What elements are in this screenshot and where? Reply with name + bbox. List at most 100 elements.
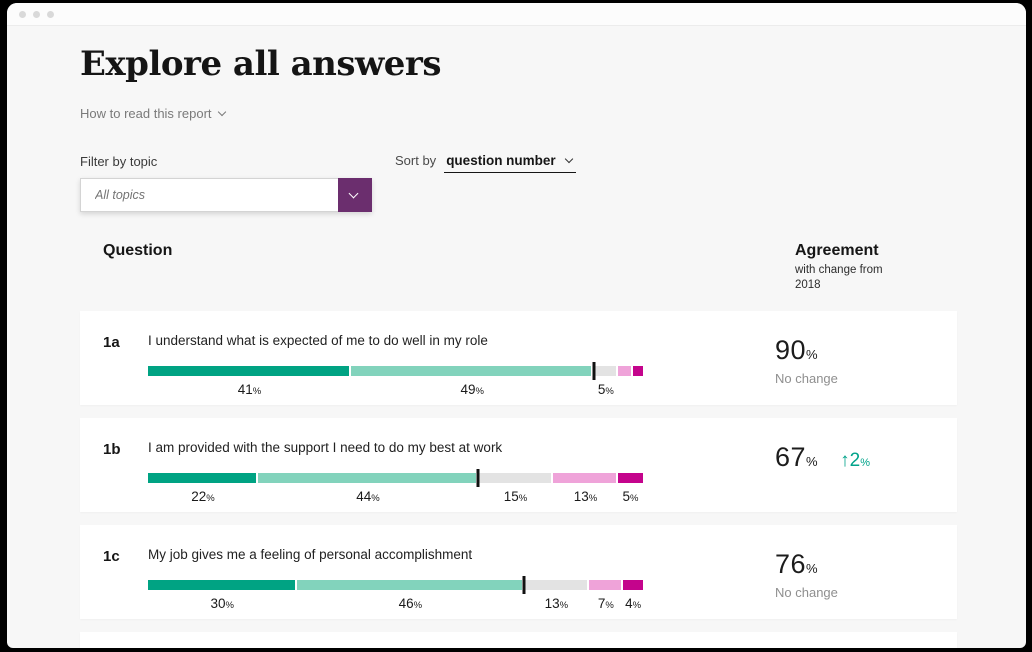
window-dot: [19, 10, 26, 18]
percent-sign: %: [206, 492, 215, 504]
question-number: 1c: [103, 547, 120, 565]
percent-sign: %: [413, 599, 423, 611]
segment-label-value: 41%: [237, 381, 262, 397]
question-main: My job gives me a feeling of personal ac…: [148, 547, 643, 619]
sort-by-label: Sort by: [395, 153, 437, 168]
question-row: 1c My job gives me a feeling of personal …: [80, 524, 957, 619]
segment-label-value: 15%: [503, 488, 528, 504]
bar-segment-magenta: [633, 365, 643, 376]
percent-sign: %: [605, 599, 614, 611]
bar-segment-gray_neutral: [524, 579, 589, 590]
segment-label-value: 13%: [544, 595, 569, 611]
segment-label: [633, 382, 643, 397]
change-indicator-none: No change: [775, 370, 838, 386]
agreement-line: 67% ↑2%: [775, 442, 937, 473]
question-list: 1a I understand what is expected of me to…: [80, 310, 957, 619]
segment-label-value: 5%: [597, 381, 614, 397]
how-to-read-toggle[interactable]: How to read this report: [80, 106, 226, 121]
segment-label-value: 7%: [597, 595, 614, 611]
segment-label: 22%: [148, 489, 258, 504]
bar-segment-teal_dark: [148, 472, 258, 483]
bar-segment-pink: [588, 579, 624, 590]
percent-sign: %: [806, 560, 819, 576]
agreement-cell: 76% No change: [775, 547, 937, 619]
bar-labels: 41% 49% 5%: [148, 382, 643, 397]
window-dot: [47, 10, 54, 18]
percent-sign: %: [252, 385, 262, 397]
sort-control: Sort by question number: [395, 153, 576, 173]
next-question-row-partial: [80, 631, 957, 648]
segment-label: 5%: [618, 489, 643, 504]
segment-label: 7%: [589, 596, 624, 611]
bar-segment-pink: [618, 365, 634, 376]
report-content: Explore all answers How to read this rep…: [7, 26, 1026, 648]
question-main: I am provided with the support I need to…: [148, 440, 643, 512]
bar-segment-teal_dark: [148, 365, 351, 376]
agreement-marker: [592, 361, 595, 380]
percent-sign: %: [371, 492, 380, 504]
browser-window: Explore all answers How to read this rep…: [7, 3, 1026, 648]
agreement-line: 76%: [775, 549, 937, 580]
topic-filter-combo: [80, 178, 372, 212]
segment-label: 5%: [593, 382, 618, 397]
segment-label: [618, 382, 633, 397]
question-main: I understand what is expected of me to d…: [148, 333, 643, 405]
agreement-column-subheader: with change from 2018: [795, 264, 883, 291]
bar-labels: 30% 46% 13% 7% 4%: [148, 596, 643, 611]
change-indicator-up: ↑2%: [840, 449, 870, 471]
response-bar: [148, 468, 643, 487]
segment-label-value: 30%: [210, 595, 234, 611]
change-indicator-none: No change: [775, 584, 838, 600]
agreement-value: 76%: [775, 548, 819, 579]
percent-sign: %: [605, 385, 614, 397]
percent-sign: %: [225, 599, 234, 611]
question-number: 1b: [103, 440, 121, 458]
table-header: Question Agreement with change from 2018: [80, 242, 957, 293]
agreement-marker: [522, 575, 526, 594]
percent-sign: %: [475, 385, 484, 397]
percent-sign: %: [559, 599, 569, 611]
segment-label: 46%: [297, 596, 525, 611]
agreement-cell: 67% ↑2%: [775, 440, 937, 512]
page-title: Explore all answers: [80, 44, 441, 84]
topic-filter-dropdown-button[interactable]: [338, 178, 372, 212]
segment-label-value: 22%: [191, 488, 215, 504]
sort-value-dropdown[interactable]: question number: [444, 153, 576, 173]
chevron-down-icon: [217, 107, 226, 117]
segment-label: 4%: [623, 596, 643, 611]
agreement-column-header: Agreement with change from 2018: [795, 242, 957, 293]
segment-label: 49%: [351, 382, 594, 397]
topic-filter-input[interactable]: [80, 178, 338, 212]
bar-segment-teal_light: [258, 472, 478, 483]
agreement-value: 67%: [775, 441, 819, 472]
percent-sign: %: [632, 599, 642, 611]
agreement-value: 90%: [775, 334, 819, 365]
segment-label-value: 49%: [460, 381, 484, 397]
percent-sign: %: [630, 492, 639, 504]
question-number: 1a: [103, 333, 120, 351]
bar-segment-magenta: [623, 579, 643, 590]
response-bar: [148, 361, 643, 380]
question-row: 1b I am provided with the support I need …: [80, 417, 957, 512]
percent-sign: %: [588, 492, 598, 504]
question-row: 1a I understand what is expected of me to…: [80, 310, 957, 405]
segment-label-value: 44%: [356, 488, 380, 504]
arrow-up-icon: ↑: [840, 449, 850, 471]
segment-label-value: 4%: [625, 595, 642, 611]
question-text: I am provided with the support I need to…: [148, 439, 503, 455]
segment-label-value: 13%: [573, 488, 598, 504]
question-text: I understand what is expected of me to d…: [148, 332, 488, 348]
agreement-line: 90%: [775, 335, 937, 366]
segment-label: 13%: [553, 489, 618, 504]
chevron-down-icon: [564, 154, 573, 164]
question-text: My job gives me a feeling of personal ac…: [148, 546, 473, 562]
segment-label: 41%: [148, 382, 351, 397]
bar-segment-teal_light: [350, 365, 594, 376]
segment-label: 44%: [258, 489, 478, 504]
bar-segment-pink: [553, 472, 618, 483]
question-column-header: Question: [103, 242, 173, 259]
how-to-read-label: How to read this report: [80, 106, 212, 121]
percent-sign: %: [806, 346, 819, 362]
agreement-marker: [476, 468, 480, 487]
bar-segment-gray_neutral: [478, 472, 553, 483]
